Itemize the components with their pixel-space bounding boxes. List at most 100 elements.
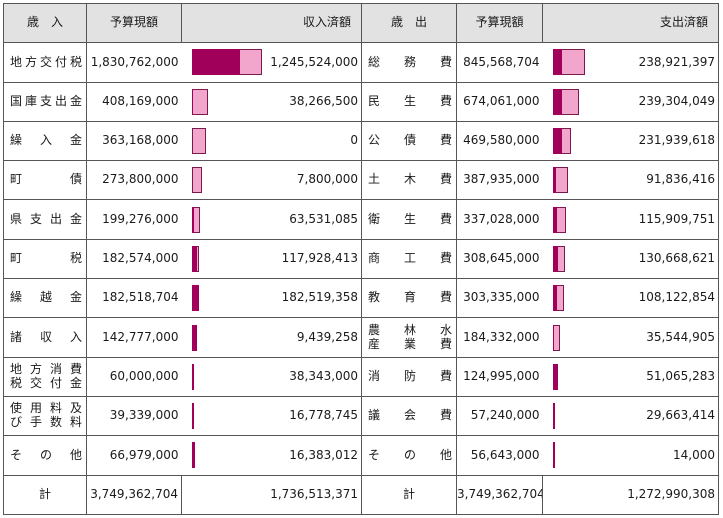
revenue-actual-value: 7,800,000 <box>296 172 358 187</box>
revenue-bar-group <box>191 122 206 159</box>
header-revenue-budget: 予算現額 <box>86 2 182 44</box>
expenditure-actual-cell: 108,122,854 <box>542 278 719 319</box>
revenue-label-cell: 繰越金 <box>3 278 87 319</box>
expenditure-bar-group <box>552 437 555 474</box>
label-char: 生 <box>403 93 416 108</box>
label-char: 教 <box>368 290 381 305</box>
label-char: 衛 <box>368 211 381 226</box>
label-char: 費 <box>439 211 452 226</box>
revenue-label-cell: 町税 <box>3 238 87 280</box>
expenditure-actual-value: 239,304,049 <box>638 93 715 108</box>
revenue-label: 地方交付税 <box>10 54 82 70</box>
expenditure-budget-value: 387,935,000 <box>456 160 543 201</box>
label-char: 土 <box>368 172 381 187</box>
expenditure-actual-cell: 239,304,049 <box>542 81 719 122</box>
label-char: 用 <box>29 401 42 416</box>
revenue-budget-bar <box>191 167 202 194</box>
revenue-actual-value: 38,266,500 <box>289 93 358 108</box>
expenditure-bar-group <box>552 397 555 434</box>
label-char: 費 <box>439 93 452 108</box>
revenue-budget-bar <box>191 88 208 115</box>
label-char: 議 <box>368 408 381 423</box>
label-char: 支 <box>39 93 52 108</box>
total-row: 計 3,749,362,704 1,736,513,371 計 3,749,36… <box>3 474 719 516</box>
revenue-actual-bar <box>191 403 194 430</box>
header-revenue: 歳 入 <box>3 2 87 44</box>
expenditure-bar-group <box>552 83 579 120</box>
total-expenditure-actual: 1,272,990,308 <box>542 474 719 516</box>
label-char: 使 <box>10 401 23 416</box>
expenditure-label-cell: 公債費 <box>361 120 457 162</box>
expenditure-label-line-2: 産業費 <box>368 336 452 352</box>
revenue-actual-value: 182,519,358 <box>281 290 358 305</box>
revenue-actual-cell: 16,383,012 <box>181 435 362 476</box>
total-expenditure-budget: 3,749,362,704 <box>456 474 543 516</box>
expenditure-budget-value: 124,995,000 <box>456 356 543 397</box>
revenue-bar-group <box>191 240 199 277</box>
table-row: そ の 他 66,979,000 16,383,012 そ の 他 56,643,000 14,0… <box>3 435 719 476</box>
expenditure-label-cell: 総務費 <box>361 42 457 83</box>
revenue-actual-bar <box>191 442 195 469</box>
revenue-label: 町税 <box>10 251 82 266</box>
label-char: 金 <box>69 133 82 148</box>
table-row: 町債 273,800,000 7,800,000 土木費 387,935,000 91,8… <box>3 160 719 201</box>
label-char: 交 <box>39 54 52 69</box>
expenditure-label: 農 林 水産 業 費 <box>368 322 452 352</box>
expenditure-actual-cell: 115,909,751 <box>542 199 719 240</box>
expenditure-label: 民生費 <box>368 93 452 109</box>
table-row: 地方消費税交付金 60,000,000 38,343,000 消防費 124,995,0… <box>3 356 719 397</box>
label-char: 税 <box>69 251 82 266</box>
table-row: 繰 入 金 363,168,000 0 公 債 費 469,580,000 231,939,618 <box>3 120 719 162</box>
revenue-label-cell: 使用料及び手数料 <box>3 395 87 437</box>
label-char: の <box>403 447 416 462</box>
revenue-label-cell: 町債 <box>3 160 87 201</box>
label-char: 他 <box>69 447 82 462</box>
revenue-label-line-1: 使用料及 <box>10 402 82 416</box>
expenditure-actual-bar <box>552 363 558 390</box>
expenditure-actual-bar <box>552 128 562 155</box>
revenue-budget-value: 39,339,000 <box>86 395 182 437</box>
expenditure-label: 教育費 <box>368 291 452 305</box>
expenditure-budget-value: 845,568,704 <box>456 42 543 83</box>
expenditure-actual-value: 238,921,397 <box>638 54 715 69</box>
header-revenue-actual: 収入済額 <box>181 2 362 44</box>
revenue-actual-value: 38,343,000 <box>289 368 358 383</box>
label-char: 費 <box>439 172 452 187</box>
expenditure-actual-value: 231,939,618 <box>638 133 715 148</box>
revenue-actual-bar <box>191 285 199 312</box>
label-char: 育 <box>403 290 416 305</box>
label-char: 産 <box>368 336 381 351</box>
expenditure-label-cell: 衛生費 <box>361 199 457 240</box>
expenditure-actual-bar <box>552 167 556 194</box>
revenue-budget-value: 182,574,000 <box>86 238 182 280</box>
label-char: 方 <box>29 362 42 377</box>
label-char: 県 <box>10 211 23 226</box>
expenditure-budget-bar <box>552 324 560 351</box>
label-char: 手 <box>29 415 42 430</box>
expenditure-bar-group <box>552 44 585 81</box>
expenditure-bar-group <box>552 358 558 395</box>
expenditure-actual-bar <box>552 403 555 430</box>
expenditure-label: 衛生費 <box>368 211 452 227</box>
label-char: 水 <box>439 322 452 337</box>
revenue-label-cell: 地方消費税交付金 <box>3 356 87 397</box>
label-char: 町 <box>10 251 23 266</box>
label-char: 出 <box>54 93 67 108</box>
revenue-label: 県支出金 <box>10 211 82 227</box>
expenditure-actual-cell: 51,065,283 <box>542 356 719 397</box>
label-char: そ <box>10 447 23 462</box>
expenditure-bar-group <box>552 162 568 199</box>
revenue-bar-group <box>191 319 197 356</box>
revenue-actual-cell: 16,778,745 <box>181 395 362 437</box>
label-char: 業 <box>403 336 416 351</box>
revenue-label: 国庫支出金 <box>10 93 82 109</box>
revenue-label: 町債 <box>10 173 82 187</box>
label-char: 金 <box>69 375 82 390</box>
revenue-label: 繰越金 <box>10 291 82 305</box>
label-char: 林 <box>403 322 416 337</box>
revenue-bar-group <box>191 201 200 238</box>
label-char: 庫 <box>24 93 37 108</box>
expenditure-label-cell: その他 <box>361 435 457 476</box>
label-char: 公 <box>368 133 381 148</box>
revenue-bar-group <box>191 83 208 120</box>
